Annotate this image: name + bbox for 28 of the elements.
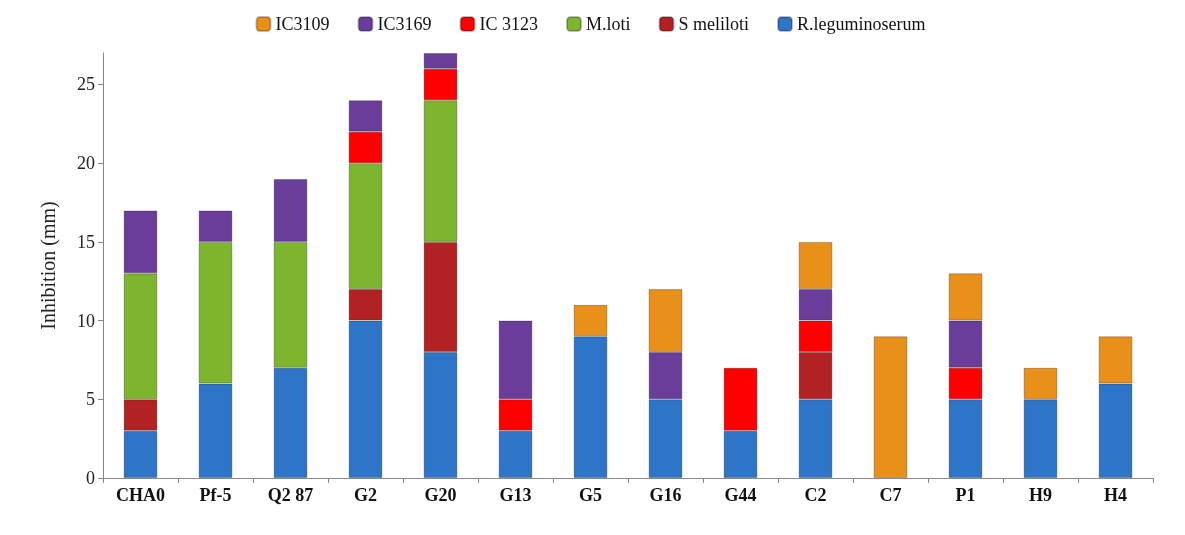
x-tick-label: G44	[724, 485, 757, 505]
y-tick-label: 0	[86, 468, 95, 488]
legend-label: IC3109	[275, 14, 330, 34]
y-tick-label: 10	[77, 310, 95, 331]
y-tick-label: 25	[77, 74, 95, 95]
x-tick-label: G16	[649, 485, 682, 505]
x-tick-label: Q2 87	[267, 485, 314, 505]
x-tick-label: H9	[1028, 485, 1053, 505]
legend-label: IC3169	[377, 14, 432, 34]
legend-label: S meliloti	[678, 14, 750, 34]
legend-label: M.loti	[586, 14, 631, 34]
x-tick-label: CHA0	[116, 485, 165, 505]
legend-label: R.leguminoserum	[797, 14, 926, 34]
x-tick-label: G13	[499, 485, 532, 505]
x-tick-label: G5	[578, 485, 603, 505]
x-tick-label: G2	[353, 485, 378, 505]
x-tick-label: Pf-5	[199, 485, 232, 505]
y-tick-label: 15	[77, 231, 95, 252]
legend-label: IC 3123	[479, 14, 538, 34]
x-tick-label: C7	[879, 485, 902, 505]
y-tick-label: 5	[86, 389, 95, 410]
x-tick-label: C2	[804, 485, 827, 505]
y-axis-title: Inhibition (mm)	[37, 201, 60, 330]
x-tick-label: P1	[955, 485, 976, 505]
y-tick-label: 20	[77, 153, 95, 174]
bar	[873, 336, 908, 478]
x-tick-label: H4	[1103, 485, 1128, 505]
x-tick-label: G20	[424, 485, 457, 505]
